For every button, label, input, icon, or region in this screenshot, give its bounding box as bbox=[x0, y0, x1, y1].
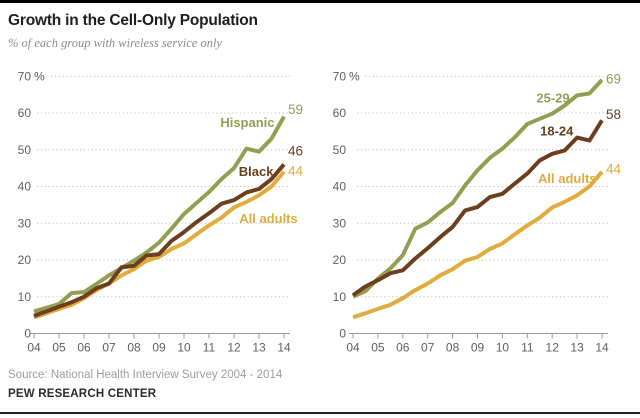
line-25-29 bbox=[352, 78, 604, 299]
y-axis-label-50: 50 bbox=[18, 143, 32, 157]
x-axis-label-10: 10 bbox=[177, 341, 191, 355]
series-label-25-29: 25-29 bbox=[536, 90, 569, 105]
x-axis-label-07: 07 bbox=[102, 341, 116, 355]
x-axis-label-08: 08 bbox=[127, 341, 141, 355]
x-axis-label-12: 12 bbox=[227, 341, 241, 355]
y-axis-label-40: 40 bbox=[18, 180, 32, 194]
y-axis-label-70: 70 bbox=[333, 69, 347, 83]
y-axis-label-50: 50 bbox=[333, 143, 347, 157]
chart-left: 0 10 20 30 40 50 60 70 % 04 05 06 07 08 09 10 11 12 13 14 44… bbox=[18, 69, 304, 354]
x-axis-label-13: 13 bbox=[570, 341, 584, 355]
chart-subtitle: % of each group with wireless service on… bbox=[8, 36, 222, 50]
end-value-black: 46 bbox=[288, 143, 303, 158]
page-title: Growth in the Cell-Only Population bbox=[8, 12, 258, 29]
x-axis-label-09: 09 bbox=[471, 341, 485, 355]
y-axis-unit: % bbox=[349, 69, 360, 83]
y-axis-label-30: 30 bbox=[333, 216, 347, 230]
x-axis-label-14: 14 bbox=[277, 341, 291, 355]
series-label-hispanic: Hispanic bbox=[220, 115, 274, 130]
end-value-all-adults: 44 bbox=[606, 162, 622, 177]
x-axis-label-12: 12 bbox=[546, 341, 560, 355]
y-axis-label-20: 20 bbox=[18, 253, 32, 267]
series-label-all-adults: All adults bbox=[239, 211, 298, 226]
y-axis-label-0: 0 bbox=[24, 327, 31, 341]
top-accent-bar bbox=[0, 0, 640, 3]
end-value-18-24: 58 bbox=[606, 107, 621, 122]
chart-right: 0 10 20 30 40 50 60 70 % 04 05 06 07 08 09 10 11 12 13 14 44… bbox=[333, 69, 622, 354]
y-axis-label-20: 20 bbox=[333, 253, 347, 267]
line-hispanic bbox=[33, 115, 286, 314]
y-axis-unit: % bbox=[34, 69, 45, 83]
x-axis-label-08: 08 bbox=[446, 341, 460, 355]
x-axis-label-13: 13 bbox=[252, 341, 266, 355]
end-value-25-29: 69 bbox=[606, 72, 621, 87]
y-axis-label-60: 60 bbox=[18, 106, 32, 120]
x-axis-label-06: 06 bbox=[77, 341, 91, 355]
series-label-all-adults: All adults bbox=[538, 171, 597, 186]
y-axis-label-40: 40 bbox=[333, 180, 347, 194]
x-axis-label-14: 14 bbox=[595, 341, 609, 355]
bottom-divider bbox=[0, 412, 640, 414]
y-axis-label-10: 10 bbox=[333, 290, 347, 304]
x-axis-label-07: 07 bbox=[421, 341, 435, 355]
series-label-18-24: 18-24 bbox=[540, 123, 574, 138]
brand-footer: PEW RESEARCH CENTER bbox=[8, 388, 157, 400]
x-axis-label-05: 05 bbox=[371, 341, 385, 355]
y-axis-label-10: 10 bbox=[18, 290, 32, 304]
y-axis-label-60: 60 bbox=[333, 106, 347, 120]
x-axis-label-11: 11 bbox=[521, 341, 534, 355]
x-axis-label-05: 05 bbox=[52, 341, 66, 355]
x-axis-label-04: 04 bbox=[27, 341, 41, 355]
line-black bbox=[33, 163, 286, 318]
series-label-black: Black bbox=[239, 164, 274, 179]
x-axis-label-10: 10 bbox=[496, 341, 510, 355]
x-axis-label-06: 06 bbox=[396, 341, 410, 355]
y-axis-label-70: 70 bbox=[18, 69, 32, 83]
source-note: Source: National Health Interview Survey… bbox=[8, 369, 283, 381]
end-value-hispanic: 59 bbox=[288, 102, 303, 117]
line-all-adults bbox=[352, 170, 604, 320]
x-axis-label-09: 09 bbox=[152, 341, 166, 355]
line-18-24 bbox=[351, 119, 604, 297]
y-axis-label-0: 0 bbox=[339, 327, 346, 341]
x-axis-label-04: 04 bbox=[346, 341, 360, 355]
x-axis-label-11: 11 bbox=[203, 341, 216, 355]
end-value-all-adults: 44 bbox=[288, 164, 304, 179]
y-axis-label-30: 30 bbox=[18, 216, 32, 230]
